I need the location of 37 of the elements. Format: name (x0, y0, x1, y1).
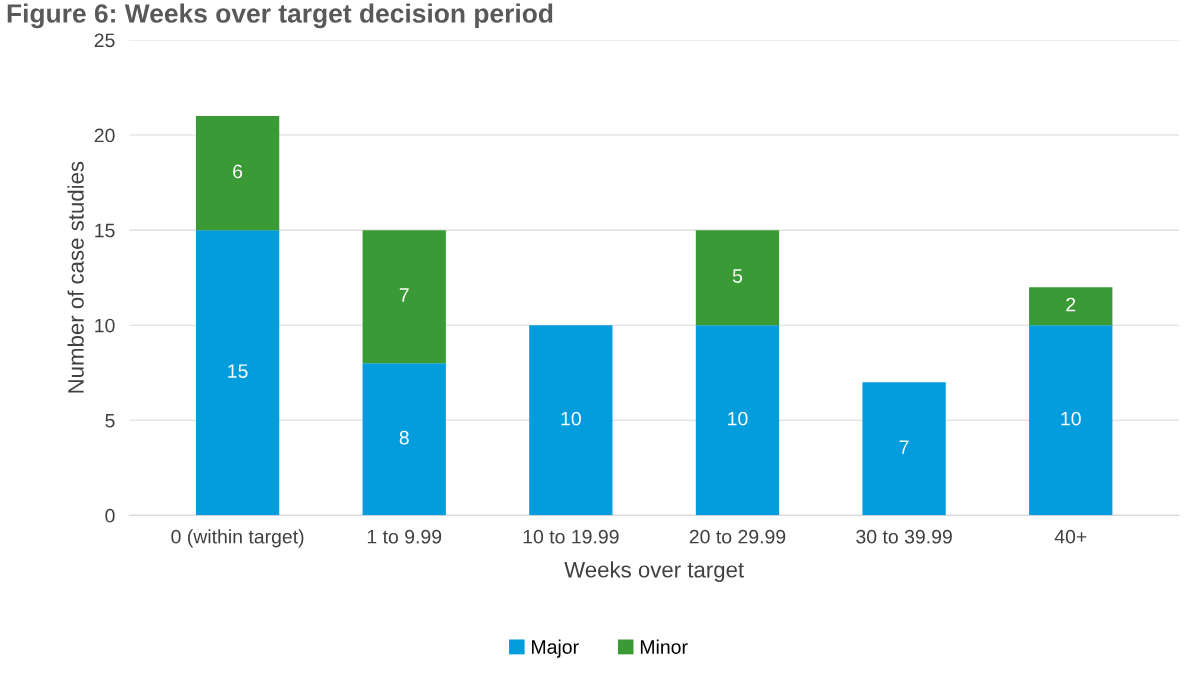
bar (862, 382, 946, 516)
y-tick-label: 20 (94, 128, 115, 143)
x-axis-title: Weeks over target (564, 561, 744, 582)
x-tick-label: 30 to 39.99 (856, 529, 952, 544)
data-label: 15 (228, 364, 248, 378)
y-axis-title: Number of case studies (67, 161, 84, 393)
data-label: 6 (233, 164, 243, 179)
legend-label: Major (532, 639, 579, 658)
x-tick-label: 40+ (1054, 529, 1087, 544)
data-label: 7 (399, 288, 409, 302)
y-tick-label: 5 (105, 413, 115, 428)
bar (362, 363, 446, 516)
data-label: 8 (399, 430, 409, 445)
y-tick-label: 10 (95, 318, 115, 333)
x-tick-label: 1 to 9.99 (367, 529, 442, 544)
bar (1029, 287, 1113, 326)
x-tick-label: 20 to 29.99 (689, 529, 786, 544)
bar (195, 230, 280, 516)
chart-title: Figure 6: Weeks over target decision period (7, 3, 553, 29)
bar (1029, 325, 1113, 516)
bar (695, 325, 780, 516)
data-label: 5 (732, 269, 743, 283)
data-label: 10 (728, 411, 748, 426)
bar (529, 325, 613, 516)
y-tick-label: 25 (94, 33, 115, 48)
x-tick-label: 10 to 19.99 (523, 529, 619, 544)
data-label: 2 (1066, 297, 1076, 312)
data-label: 10 (1061, 411, 1081, 426)
y-tick-label: 15 (95, 223, 115, 238)
bar (362, 230, 446, 364)
bar (195, 116, 280, 231)
y-tick-label: 0 (105, 508, 115, 523)
legend-label: Minor (640, 639, 688, 654)
bar (695, 230, 780, 326)
data-label: 10 (561, 411, 581, 426)
x-tick-label: 0 (within target) (171, 529, 304, 548)
data-label: 7 (899, 440, 909, 454)
